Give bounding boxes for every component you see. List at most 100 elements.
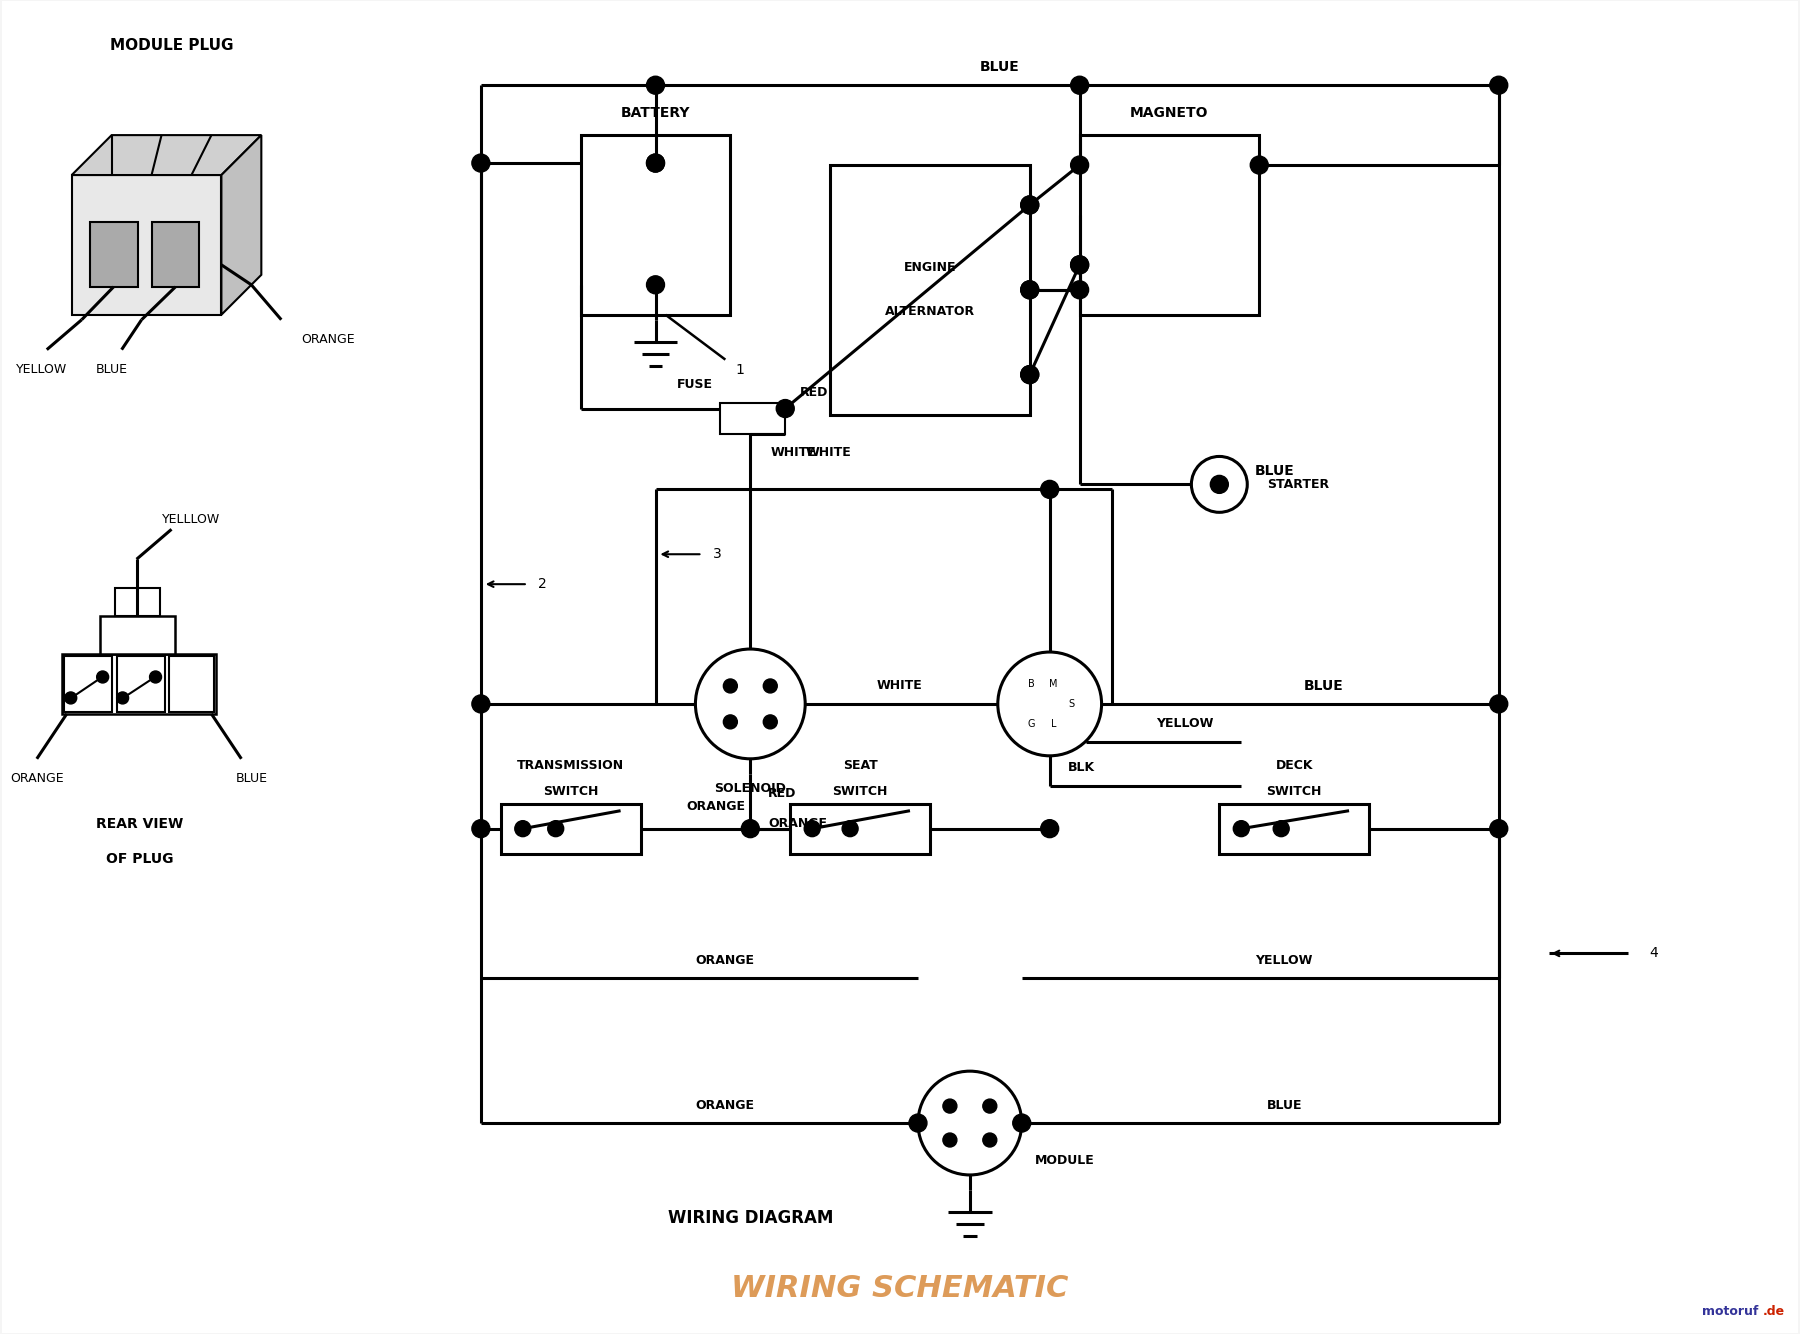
Text: ORANGE: ORANGE — [301, 334, 355, 347]
Circle shape — [1071, 280, 1089, 299]
Text: BLK: BLK — [1067, 762, 1094, 774]
Text: 4: 4 — [1649, 946, 1658, 960]
Polygon shape — [221, 135, 261, 315]
Text: L: L — [1051, 719, 1057, 728]
Circle shape — [1021, 280, 1039, 299]
Bar — [90, 221, 137, 287]
Circle shape — [918, 1071, 1022, 1175]
Circle shape — [1021, 196, 1039, 213]
Circle shape — [983, 1099, 997, 1113]
Circle shape — [1490, 695, 1508, 712]
Text: M: M — [1049, 679, 1058, 688]
Circle shape — [1490, 76, 1508, 95]
Text: MODULE PLUG: MODULE PLUG — [110, 37, 234, 53]
Bar — [581, 135, 731, 315]
Bar — [99, 616, 175, 654]
Text: YELLLOW: YELLLOW — [162, 512, 221, 526]
Text: MAGNETO: MAGNETO — [1130, 107, 1208, 120]
Text: SEAT: SEAT — [842, 759, 877, 772]
Circle shape — [909, 1114, 927, 1133]
Circle shape — [646, 76, 664, 95]
Bar — [500, 803, 641, 854]
Circle shape — [472, 819, 490, 838]
Text: WHITE: WHITE — [877, 679, 923, 692]
Text: BLUE: BLUE — [1305, 679, 1345, 692]
Text: RED: RED — [801, 386, 828, 399]
Circle shape — [1251, 156, 1269, 173]
Circle shape — [1013, 1114, 1031, 1133]
Bar — [1080, 135, 1260, 315]
Circle shape — [1040, 480, 1058, 499]
Text: B: B — [1028, 679, 1035, 688]
Text: YELLOW: YELLOW — [16, 363, 67, 376]
Text: MODULE: MODULE — [1035, 1154, 1094, 1167]
Bar — [830, 165, 1030, 415]
Circle shape — [1021, 366, 1039, 384]
Text: SWITCH: SWITCH — [1267, 786, 1321, 798]
Circle shape — [742, 819, 760, 838]
Circle shape — [149, 671, 162, 683]
Polygon shape — [72, 135, 261, 175]
Text: ORANGE: ORANGE — [697, 1099, 754, 1111]
Circle shape — [695, 650, 805, 759]
Bar — [169, 656, 214, 712]
Text: WIRING SCHEMATIC: WIRING SCHEMATIC — [731, 1274, 1069, 1303]
Circle shape — [1071, 76, 1089, 95]
Text: G: G — [1028, 719, 1035, 728]
Text: ORANGE: ORANGE — [686, 800, 745, 814]
Text: BLUE: BLUE — [1267, 1099, 1301, 1111]
Text: motoruf: motoruf — [1701, 1305, 1759, 1318]
Text: BLUE: BLUE — [95, 363, 128, 376]
Circle shape — [997, 652, 1102, 756]
Bar — [1219, 803, 1370, 854]
Text: .de: .de — [1764, 1305, 1786, 1318]
Polygon shape — [72, 175, 221, 315]
Text: ORANGE: ORANGE — [11, 772, 63, 786]
Circle shape — [724, 679, 738, 692]
Text: 2: 2 — [538, 578, 547, 591]
Text: FUSE: FUSE — [677, 378, 713, 391]
Text: RED: RED — [769, 787, 797, 800]
Circle shape — [1071, 156, 1089, 173]
Text: YELLOW: YELLOW — [1256, 954, 1312, 967]
Bar — [720, 403, 785, 435]
Text: 3: 3 — [713, 547, 722, 562]
Circle shape — [1021, 280, 1039, 299]
Circle shape — [763, 679, 778, 692]
Circle shape — [763, 715, 778, 728]
Text: 1: 1 — [736, 363, 745, 376]
Text: ENGINE: ENGINE — [904, 261, 956, 275]
Circle shape — [1192, 456, 1247, 512]
Circle shape — [515, 820, 531, 836]
Circle shape — [1071, 256, 1089, 273]
Circle shape — [65, 692, 77, 704]
Text: OF PLUG: OF PLUG — [106, 851, 173, 866]
Text: ORANGE: ORANGE — [769, 818, 828, 830]
Text: ALTERNATOR: ALTERNATOR — [886, 305, 976, 319]
Circle shape — [983, 1133, 997, 1147]
Circle shape — [472, 153, 490, 172]
Text: SWITCH: SWITCH — [832, 786, 887, 798]
Circle shape — [776, 400, 794, 418]
Circle shape — [805, 820, 821, 836]
Circle shape — [1071, 256, 1089, 273]
Text: BATTERY: BATTERY — [621, 107, 689, 120]
Bar — [117, 656, 164, 712]
Circle shape — [1233, 820, 1249, 836]
Bar — [790, 803, 931, 854]
Circle shape — [943, 1133, 958, 1147]
Circle shape — [547, 820, 563, 836]
Circle shape — [724, 715, 738, 728]
Circle shape — [842, 820, 859, 836]
Text: WIRING DIAGRAM: WIRING DIAGRAM — [668, 1209, 833, 1227]
Text: STARTER: STARTER — [1267, 478, 1330, 491]
Text: BLUE: BLUE — [236, 772, 268, 786]
Text: DECK: DECK — [1276, 759, 1312, 772]
Circle shape — [646, 153, 664, 172]
Circle shape — [1273, 820, 1289, 836]
Circle shape — [646, 153, 664, 172]
Text: SOLENOID: SOLENOID — [715, 782, 787, 795]
Circle shape — [472, 695, 490, 712]
Circle shape — [97, 671, 108, 683]
Text: YELLOW: YELLOW — [1156, 718, 1213, 731]
